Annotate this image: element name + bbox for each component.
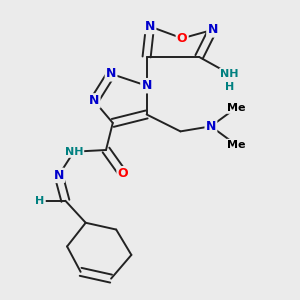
Text: NH: NH <box>220 69 239 79</box>
Text: Me: Me <box>227 140 246 150</box>
Text: O: O <box>118 167 128 180</box>
Text: O: O <box>177 32 188 45</box>
Text: N: N <box>53 169 64 182</box>
Text: Me: Me <box>227 103 246 113</box>
Text: N: N <box>207 23 218 36</box>
Text: H: H <box>225 82 234 92</box>
Text: N: N <box>106 68 116 80</box>
Text: H: H <box>35 196 45 206</box>
Text: N: N <box>145 20 155 33</box>
Text: NH: NH <box>64 147 83 157</box>
Text: N: N <box>141 79 152 92</box>
Text: N: N <box>206 120 216 133</box>
Text: N: N <box>89 94 99 107</box>
